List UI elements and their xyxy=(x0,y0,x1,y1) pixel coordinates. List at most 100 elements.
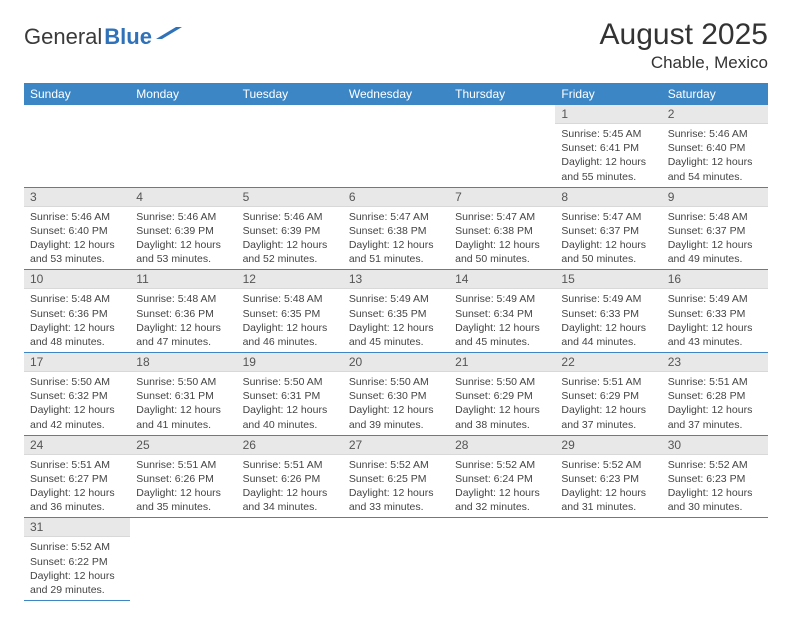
day-details: Sunrise: 5:46 AMSunset: 6:40 PMDaylight:… xyxy=(24,207,130,270)
title-block: August 2025 Chable, Mexico xyxy=(600,18,768,73)
day-number: 12 xyxy=(237,270,343,289)
calendar-empty-cell xyxy=(237,518,343,601)
day-number: 28 xyxy=(449,436,555,455)
day-details: Sunrise: 5:52 AMSunset: 6:22 PMDaylight:… xyxy=(24,537,130,600)
day-details: Sunrise: 5:51 AMSunset: 6:29 PMDaylight:… xyxy=(555,372,661,435)
day-number: 4 xyxy=(130,188,236,207)
calendar-empty-cell xyxy=(130,518,236,601)
calendar-day-cell: 1Sunrise: 5:45 AMSunset: 6:41 PMDaylight… xyxy=(555,105,661,187)
day-details: Sunrise: 5:50 AMSunset: 6:31 PMDaylight:… xyxy=(237,372,343,435)
calendar-week-row: 17Sunrise: 5:50 AMSunset: 6:32 PMDayligh… xyxy=(24,353,768,436)
day-number: 25 xyxy=(130,436,236,455)
logo-text-2: Blue xyxy=(104,24,152,50)
day-details: Sunrise: 5:50 AMSunset: 6:30 PMDaylight:… xyxy=(343,372,449,435)
day-number: 27 xyxy=(343,436,449,455)
calendar-table: SundayMondayTuesdayWednesdayThursdayFrid… xyxy=(24,83,768,601)
calendar-day-cell: 20Sunrise: 5:50 AMSunset: 6:30 PMDayligh… xyxy=(343,353,449,436)
day-details: Sunrise: 5:46 AMSunset: 6:39 PMDaylight:… xyxy=(237,207,343,270)
day-number: 20 xyxy=(343,353,449,372)
day-number: 19 xyxy=(237,353,343,372)
calendar-day-cell: 31Sunrise: 5:52 AMSunset: 6:22 PMDayligh… xyxy=(24,518,130,601)
weekday-header: Saturday xyxy=(662,83,768,105)
day-details: Sunrise: 5:49 AMSunset: 6:34 PMDaylight:… xyxy=(449,289,555,352)
calendar-empty-cell xyxy=(343,518,449,601)
header: GeneralBlue August 2025 Chable, Mexico xyxy=(24,18,768,73)
day-details: Sunrise: 5:45 AMSunset: 6:41 PMDaylight:… xyxy=(555,124,661,187)
day-details: Sunrise: 5:48 AMSunset: 6:37 PMDaylight:… xyxy=(662,207,768,270)
day-number: 11 xyxy=(130,270,236,289)
calendar-week-row: 10Sunrise: 5:48 AMSunset: 6:36 PMDayligh… xyxy=(24,270,768,353)
day-number: 2 xyxy=(662,105,768,124)
day-details: Sunrise: 5:51 AMSunset: 6:26 PMDaylight:… xyxy=(237,455,343,518)
day-number: 22 xyxy=(555,353,661,372)
calendar-body: 1Sunrise: 5:45 AMSunset: 6:41 PMDaylight… xyxy=(24,105,768,601)
calendar-day-cell: 16Sunrise: 5:49 AMSunset: 6:33 PMDayligh… xyxy=(662,270,768,353)
day-number: 9 xyxy=(662,188,768,207)
day-details: Sunrise: 5:46 AMSunset: 6:39 PMDaylight:… xyxy=(130,207,236,270)
day-details: Sunrise: 5:49 AMSunset: 6:35 PMDaylight:… xyxy=(343,289,449,352)
day-number: 23 xyxy=(662,353,768,372)
weekday-header: Sunday xyxy=(24,83,130,105)
logo: GeneralBlue xyxy=(24,24,182,50)
day-details: Sunrise: 5:46 AMSunset: 6:40 PMDaylight:… xyxy=(662,124,768,187)
calendar-day-cell: 24Sunrise: 5:51 AMSunset: 6:27 PMDayligh… xyxy=(24,435,130,518)
day-details: Sunrise: 5:50 AMSunset: 6:32 PMDaylight:… xyxy=(24,372,130,435)
day-details: Sunrise: 5:48 AMSunset: 6:36 PMDaylight:… xyxy=(24,289,130,352)
location: Chable, Mexico xyxy=(600,53,768,73)
calendar-week-row: 1Sunrise: 5:45 AMSunset: 6:41 PMDaylight… xyxy=(24,105,768,187)
weekday-header: Wednesday xyxy=(343,83,449,105)
day-details: Sunrise: 5:50 AMSunset: 6:31 PMDaylight:… xyxy=(130,372,236,435)
calendar-day-cell: 9Sunrise: 5:48 AMSunset: 6:37 PMDaylight… xyxy=(662,187,768,270)
day-details: Sunrise: 5:47 AMSunset: 6:38 PMDaylight:… xyxy=(449,207,555,270)
calendar-empty-cell xyxy=(449,518,555,601)
calendar-day-cell: 30Sunrise: 5:52 AMSunset: 6:23 PMDayligh… xyxy=(662,435,768,518)
weekday-header-row: SundayMondayTuesdayWednesdayThursdayFrid… xyxy=(24,83,768,105)
day-details: Sunrise: 5:52 AMSunset: 6:24 PMDaylight:… xyxy=(449,455,555,518)
calendar-day-cell: 4Sunrise: 5:46 AMSunset: 6:39 PMDaylight… xyxy=(130,187,236,270)
day-number: 8 xyxy=(555,188,661,207)
day-number: 21 xyxy=(449,353,555,372)
calendar-day-cell: 23Sunrise: 5:51 AMSunset: 6:28 PMDayligh… xyxy=(662,353,768,436)
calendar-day-cell: 6Sunrise: 5:47 AMSunset: 6:38 PMDaylight… xyxy=(343,187,449,270)
calendar-day-cell: 28Sunrise: 5:52 AMSunset: 6:24 PMDayligh… xyxy=(449,435,555,518)
day-number: 7 xyxy=(449,188,555,207)
day-number: 6 xyxy=(343,188,449,207)
day-number: 18 xyxy=(130,353,236,372)
day-number: 3 xyxy=(24,188,130,207)
calendar-day-cell: 25Sunrise: 5:51 AMSunset: 6:26 PMDayligh… xyxy=(130,435,236,518)
calendar-week-row: 24Sunrise: 5:51 AMSunset: 6:27 PMDayligh… xyxy=(24,435,768,518)
calendar-day-cell: 17Sunrise: 5:50 AMSunset: 6:32 PMDayligh… xyxy=(24,353,130,436)
day-details: Sunrise: 5:47 AMSunset: 6:38 PMDaylight:… xyxy=(343,207,449,270)
weekday-header: Thursday xyxy=(449,83,555,105)
month-title: August 2025 xyxy=(600,18,768,51)
day-number: 1 xyxy=(555,105,661,124)
day-number: 14 xyxy=(449,270,555,289)
logo-flag-icon xyxy=(156,25,182,43)
calendar-day-cell: 10Sunrise: 5:48 AMSunset: 6:36 PMDayligh… xyxy=(24,270,130,353)
day-details: Sunrise: 5:52 AMSunset: 6:23 PMDaylight:… xyxy=(662,455,768,518)
calendar-day-cell: 5Sunrise: 5:46 AMSunset: 6:39 PMDaylight… xyxy=(237,187,343,270)
logo-text-1: General xyxy=(24,24,102,50)
calendar-empty-cell xyxy=(449,105,555,187)
weekday-header: Friday xyxy=(555,83,661,105)
calendar-day-cell: 3Sunrise: 5:46 AMSunset: 6:40 PMDaylight… xyxy=(24,187,130,270)
weekday-header: Monday xyxy=(130,83,236,105)
day-details: Sunrise: 5:51 AMSunset: 6:28 PMDaylight:… xyxy=(662,372,768,435)
calendar-day-cell: 12Sunrise: 5:48 AMSunset: 6:35 PMDayligh… xyxy=(237,270,343,353)
calendar-day-cell: 14Sunrise: 5:49 AMSunset: 6:34 PMDayligh… xyxy=(449,270,555,353)
calendar-day-cell: 7Sunrise: 5:47 AMSunset: 6:38 PMDaylight… xyxy=(449,187,555,270)
calendar-week-row: 31Sunrise: 5:52 AMSunset: 6:22 PMDayligh… xyxy=(24,518,768,601)
day-number: 15 xyxy=(555,270,661,289)
day-details: Sunrise: 5:47 AMSunset: 6:37 PMDaylight:… xyxy=(555,207,661,270)
day-number: 29 xyxy=(555,436,661,455)
day-number: 17 xyxy=(24,353,130,372)
calendar-day-cell: 18Sunrise: 5:50 AMSunset: 6:31 PMDayligh… xyxy=(130,353,236,436)
calendar-day-cell: 22Sunrise: 5:51 AMSunset: 6:29 PMDayligh… xyxy=(555,353,661,436)
calendar-day-cell: 19Sunrise: 5:50 AMSunset: 6:31 PMDayligh… xyxy=(237,353,343,436)
calendar-day-cell: 8Sunrise: 5:47 AMSunset: 6:37 PMDaylight… xyxy=(555,187,661,270)
calendar-day-cell: 2Sunrise: 5:46 AMSunset: 6:40 PMDaylight… xyxy=(662,105,768,187)
calendar-day-cell: 29Sunrise: 5:52 AMSunset: 6:23 PMDayligh… xyxy=(555,435,661,518)
day-details: Sunrise: 5:48 AMSunset: 6:36 PMDaylight:… xyxy=(130,289,236,352)
calendar-empty-cell xyxy=(343,105,449,187)
day-number: 10 xyxy=(24,270,130,289)
